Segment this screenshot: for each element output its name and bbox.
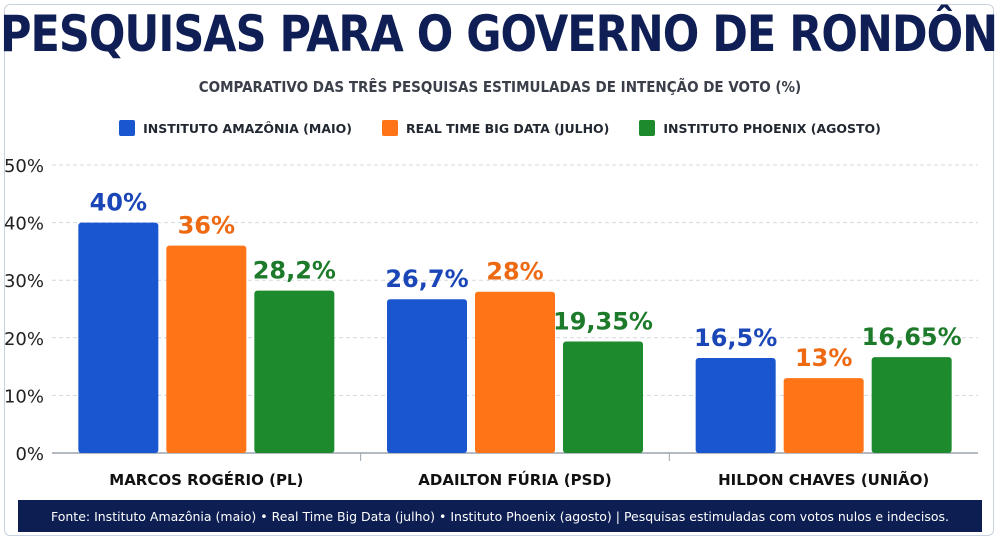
category-label: HILDON CHAVES (UNIÃO) <box>718 470 929 489</box>
data-label: 19,35% <box>553 308 653 336</box>
chart-subtitle: COMPARATIVO DAS TRÊS PESQUISAS ESTIMULAD… <box>198 78 802 96</box>
legend-label: INSTITUTO PHOENIX (AGOSTO) <box>663 120 881 136</box>
data-label: 28,2% <box>253 257 336 285</box>
bar <box>783 378 864 453</box>
y-tick-label: 50% <box>4 156 44 177</box>
category-label: ADAILTON FÚRIA (PSD) <box>418 470 611 489</box>
legend-swatch-green <box>639 120 656 136</box>
data-label: 16,65% <box>862 323 962 351</box>
chart-title: PESQUISAS PARA O GOVERNO DE RONDÔNIA <box>0 6 1000 64</box>
source-footer-text: Fonte: Instituto Amazônia (maio) • Real … <box>50 508 950 524</box>
data-label: 36% <box>178 212 235 240</box>
data-label: 26,7% <box>385 265 468 293</box>
legend-item-instituto-amazonia: INSTITUTO AMAZÔNIA (MAIO) <box>119 120 352 136</box>
bar <box>871 357 952 453</box>
legend-swatch-blue <box>119 120 136 136</box>
y-tick-label: 40% <box>4 214 44 235</box>
bar <box>387 299 467 453</box>
legend-swatch-orange <box>381 120 398 136</box>
data-label: 40% <box>90 189 147 217</box>
source-footer: Fonte: Instituto Amazônia (maio) • Real … <box>18 500 982 532</box>
legend-item-real-time-big-data: REAL TIME BIG DATA (JULHO) <box>381 120 610 136</box>
bar <box>563 341 643 453</box>
data-label: 13% <box>795 344 852 372</box>
category-label: MARCOS ROGÉRIO (PL) <box>109 470 303 489</box>
y-tick-label: 20% <box>4 329 44 350</box>
legend-label: REAL TIME BIG DATA (JULHO) <box>405 120 610 136</box>
y-tick-label: 0% <box>15 444 44 465</box>
data-label: 28% <box>486 258 543 286</box>
chart-legend: INSTITUTO AMAZÔNIA (MAIO) REAL TIME BIG … <box>0 120 1000 136</box>
bar <box>166 245 247 453</box>
data-label: 16,5% <box>694 324 777 352</box>
y-tick-label: 30% <box>4 271 44 292</box>
bar <box>695 357 776 453</box>
legend-item-instituto-phoenix: INSTITUTO PHOENIX (AGOSTO) <box>639 120 881 136</box>
bar <box>254 290 335 453</box>
legend-label: INSTITUTO AMAZÔNIA (MAIO) <box>143 120 352 136</box>
y-tick-label: 10% <box>4 386 44 407</box>
bar <box>475 291 555 453</box>
bar <box>78 222 159 453</box>
